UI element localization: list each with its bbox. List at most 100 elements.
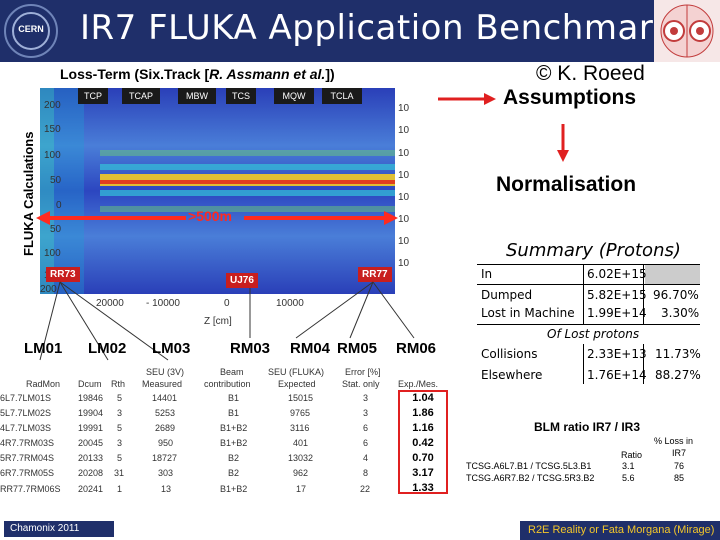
y-tick-right: 10 [398,170,410,181]
col-header-seu-fluka: SEU (FLUKA) [268,367,325,377]
blm-col-loss: % Loss in [654,436,694,446]
plot-title-suffix: ]) [325,66,335,82]
col-header-exp-mes: Exp./Mes. [398,379,439,389]
cern-logo: CERN [4,4,58,58]
col-header-beam: Beam [220,367,244,377]
loss-map-plot: TCP TCAP MBW TCS MQW TCLA [40,84,412,294]
col-header-seu-measured: SEU (3V) [146,367,185,377]
cell-seu-measured: 303 [158,468,174,478]
cell-error: 8 [363,468,369,478]
summary-lost-label: Lost in Machine [481,306,575,320]
cell-dcum: 19904 [78,408,104,418]
x-axis-label: Z [cm] [204,316,232,327]
cell-radmon: 6R7.7RM05S [0,468,55,478]
lm01-label: LM01 [24,340,63,357]
y-tick-left: 200 [40,284,57,295]
summary-title: Summary (Protons) [506,240,681,261]
summary-grid-line [583,344,584,384]
col-header-seu-measured-sub: Measured [142,379,183,389]
summary-collisions-value: 2.33E+13 [587,347,647,361]
summary-of-lost-label: Of Lost protons [547,327,640,341]
assumptions-label: Assumptions [503,86,637,109]
cern-logo-text: CERN [18,24,44,34]
blm-col-loss-sub: IR7 [672,448,687,458]
cell-exp-mes: 1.16 [412,422,434,434]
cell-seu-measured: 18727 [152,453,178,463]
x-tick: - 10000 [146,298,180,309]
cell-beam: B1+B2 [220,438,248,448]
distance-500m-label: >500m [188,208,232,224]
y-tick-left: 0 [56,200,62,211]
region-mqw: MQW [274,88,314,104]
plot-title-prefix: Loss-Term (Six.Track [ [60,66,210,82]
cell-rth: 5 [117,453,123,463]
lm02-label: LM02 [88,340,127,357]
loss-map-image [40,88,395,294]
cell-exp-mes: 0.70 [412,452,434,464]
cell-error: 4 [363,453,369,463]
plot-title-author: R. Assmann et al. [209,66,326,82]
cell-radmon: 4L7.7LM03S [0,423,52,433]
region-tcap: TCAP [122,88,160,104]
blm-row-label: TCSG.A6L7.B1 / TCSG.5L3.B1 [466,461,592,471]
lm03-label: LM03 [152,340,191,357]
summary-lost-pct: 3.30% [661,306,700,320]
cell-rth: 31 [114,468,125,478]
region-tcs: TCS [226,88,256,104]
col-header-seu-fluka-sub: Expected [278,379,316,389]
summary-grid-line [477,324,700,325]
summary-elsewhere-value: 1.76E+14 [587,368,647,382]
col-header-beam-sub: contribution [204,379,251,389]
cell-error: 3 [363,393,369,403]
y-tick-right: 10 [398,214,410,225]
cell-radmon: 6L7.7LM01S [0,393,52,403]
x-tick: 20000 [96,298,124,309]
cell-error: 22 [360,484,371,494]
copyright-label: © K. Roeed [536,62,645,85]
cell-error: 6 [363,423,369,433]
cell-dcum: 20208 [78,468,104,478]
col-header-rth: Rth [111,379,126,389]
summary-dumped-label: Dumped [481,288,533,302]
y-tick-left: 50 [50,224,62,235]
cell-beam: B1 [228,408,240,418]
cell-seu-fluka: 962 [293,468,309,478]
plot-title: Loss-Term (Six.Track [R. Assmann et al.]… [60,66,335,82]
summary-grid-line [477,264,700,265]
cell-dcum: 19846 [78,393,104,403]
col-header-error: Error [%] [345,367,381,377]
cern-logo-ring [12,12,50,50]
rm05-label: RM05 [337,340,378,357]
y-tick-left: 200 [44,100,61,111]
cell-seu-measured: 14401 [152,393,178,403]
summary-collisions-pct: 11.73% [655,347,701,361]
blm-col-ratio: Ratio [621,450,643,460]
x-tick: 10000 [276,298,304,309]
cell-exp-mes: 1.86 [412,407,434,419]
cell-dcum: 19991 [78,423,104,433]
cell-exp-mes: 1.33 [412,482,434,494]
summary-grid-line [477,284,700,285]
cell-error: 3 [363,408,369,418]
rm06-label: RM06 [396,340,437,357]
region-tcp: TCP [78,88,108,104]
normalisation-label: Normalisation [496,173,637,196]
summary-grid-line [583,264,584,324]
fluka-calculations-label: FLUKA Calculations [21,131,36,256]
summary-lost-value: 1.99E+14 [587,306,647,320]
cell-seu-fluka: 15015 [288,393,314,403]
uj76-label: UJ76 [226,273,258,288]
cell-exp-mes: 0.42 [412,437,434,449]
lhc-magnet-icon [660,4,714,58]
summary-table: In 6.02E+15 Dumped 5.82E+15 96.70% Lost … [477,262,701,386]
cell-rth: 5 [117,393,123,403]
y-tick-right: 10 [398,258,410,269]
cell-exp-mes: 3.17 [412,467,434,479]
cell-seu-measured: 2689 [155,423,176,433]
cell-dcum: 20133 [78,453,104,463]
x-tick: 0 [224,298,230,309]
loss-map-heat-stripes [40,88,395,294]
y-tick-right: 10 [398,103,410,114]
cell-radmon: 5L7.7LM02S [0,408,52,418]
cell-radmon: 5R7.7RM04S [0,453,55,463]
